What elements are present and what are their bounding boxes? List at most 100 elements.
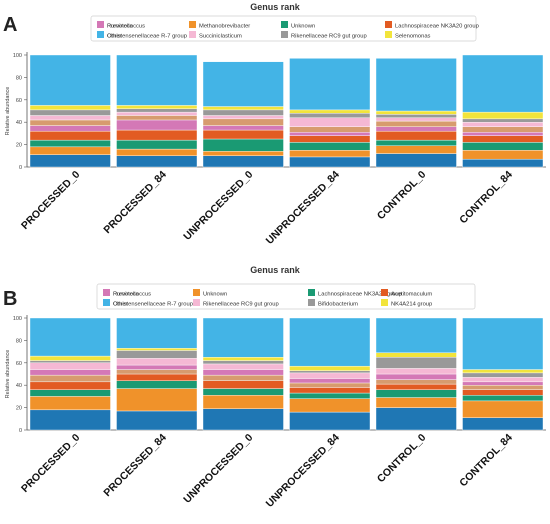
bar-segment	[289, 382, 371, 388]
bar-segment	[29, 360, 111, 363]
legend-swatch	[193, 289, 200, 296]
bar-segment	[29, 355, 111, 361]
legend-label: Selenomonas	[395, 33, 431, 39]
y-tick-label: 40	[16, 120, 22, 126]
legend-swatch	[189, 31, 196, 38]
legend-label: Unknown	[291, 23, 315, 29]
y-tick-label: 80	[16, 75, 22, 81]
legend-swatch	[281, 31, 288, 38]
bar-segment	[202, 363, 284, 370]
legend-label: Ruminococcus	[107, 23, 145, 29]
x-category-label: PROCESSED_84	[101, 432, 169, 500]
x-category-label: PROCESSED_0	[19, 432, 82, 495]
legend-label: Christensenellaceae R-7 group	[113, 301, 193, 307]
bar-segment	[375, 368, 457, 375]
bar-segment	[462, 395, 544, 402]
panel-a-label: A	[3, 14, 18, 36]
bar-segment	[375, 130, 457, 141]
bar-segment	[116, 129, 198, 141]
bar-segment	[29, 54, 111, 106]
bar-segment	[462, 111, 544, 120]
bar-segment	[29, 317, 111, 357]
y-tick-label: 60	[16, 98, 22, 104]
bar-segment	[462, 377, 544, 383]
bar-segment	[29, 125, 111, 132]
bar-segment	[202, 380, 284, 389]
legend-label: Ruminococcus	[113, 291, 151, 297]
chart-b: Genus rank Prevotella Christensenellaceae …	[5, 265, 546, 510]
bar-segment	[289, 117, 371, 127]
legend-swatch	[385, 21, 392, 28]
x-category-label: CONTROL_84	[457, 169, 515, 227]
bar-segment	[289, 58, 371, 111]
bar-segment	[289, 411, 371, 431]
bar-segment	[375, 117, 457, 122]
bar-segment	[202, 395, 284, 409]
chart-title: Genus rank	[250, 2, 301, 12]
legend-label: Other	[113, 301, 128, 307]
legend-swatch	[193, 299, 200, 306]
bar-segment	[289, 135, 371, 143]
bar-segment	[116, 358, 198, 366]
bar-segment	[202, 360, 284, 365]
bar-segment	[202, 138, 284, 152]
bar-segment	[29, 109, 111, 116]
bar-segment	[116, 373, 198, 381]
legend-label: Unknown	[203, 291, 227, 297]
bar-segment	[462, 142, 544, 151]
legend-swatch	[381, 299, 388, 306]
bar-segment	[289, 317, 371, 367]
bar-segment	[462, 400, 544, 418]
bar-segment	[289, 365, 371, 371]
legend-swatch	[97, 21, 104, 28]
legend-label: Lachnospiraceae NK3A20 group	[318, 291, 402, 297]
bar-segment	[116, 410, 198, 431]
bar-segment	[29, 119, 111, 126]
bar-segment	[202, 129, 284, 140]
bar-segment	[116, 388, 198, 412]
bar-segment	[289, 156, 371, 168]
bar-segment	[375, 145, 457, 154]
bar-segment	[202, 125, 284, 131]
bar-segment	[116, 317, 198, 349]
bar-segment	[29, 130, 111, 141]
bar-segment	[116, 108, 198, 113]
legend-box	[96, 283, 476, 310]
bar-segment	[116, 119, 198, 131]
bar-segment	[375, 379, 457, 385]
bar-segment	[289, 378, 371, 384]
bar-segment	[289, 109, 371, 114]
bar-segment	[375, 126, 457, 132]
y-tick-label: 80	[16, 338, 22, 344]
bar-segment	[202, 369, 284, 376]
bar-segment	[289, 370, 371, 374]
legend-swatch	[97, 31, 104, 38]
bar-segment	[462, 54, 544, 113]
bar-segment	[375, 114, 457, 118]
legend-label: Acetitomaculum	[391, 291, 432, 297]
bar-segment	[116, 111, 198, 116]
bar-segment	[116, 54, 198, 106]
bar-segment	[116, 350, 198, 359]
bar-segment	[289, 372, 371, 379]
y-tick-label: 100	[13, 316, 22, 322]
chart-a: Genus rank Prevotella Christensenellaceae …	[5, 2, 546, 247]
bar-segment	[462, 158, 544, 168]
x-category-label: CONTROL_0	[375, 169, 429, 223]
bar-segment	[202, 106, 284, 111]
bar-segment	[462, 126, 544, 133]
bar-segment	[462, 369, 544, 374]
bar-segment	[462, 149, 544, 160]
y-tick-label: 20	[16, 143, 22, 149]
chart-title: Genus rank	[250, 265, 301, 275]
bar-segment	[375, 356, 457, 369]
bar-segment	[116, 105, 198, 109]
bar-segment	[116, 364, 198, 370]
y-axis-label: Relative abundance	[5, 87, 11, 136]
y-tick-label: 60	[16, 361, 22, 367]
bar-segment	[202, 317, 284, 358]
legend-swatch	[103, 289, 110, 296]
x-category-label: UNPROCESSED_84	[264, 432, 342, 510]
legend-label: Succiniclasticum	[199, 33, 242, 39]
bar-segment	[202, 109, 284, 116]
